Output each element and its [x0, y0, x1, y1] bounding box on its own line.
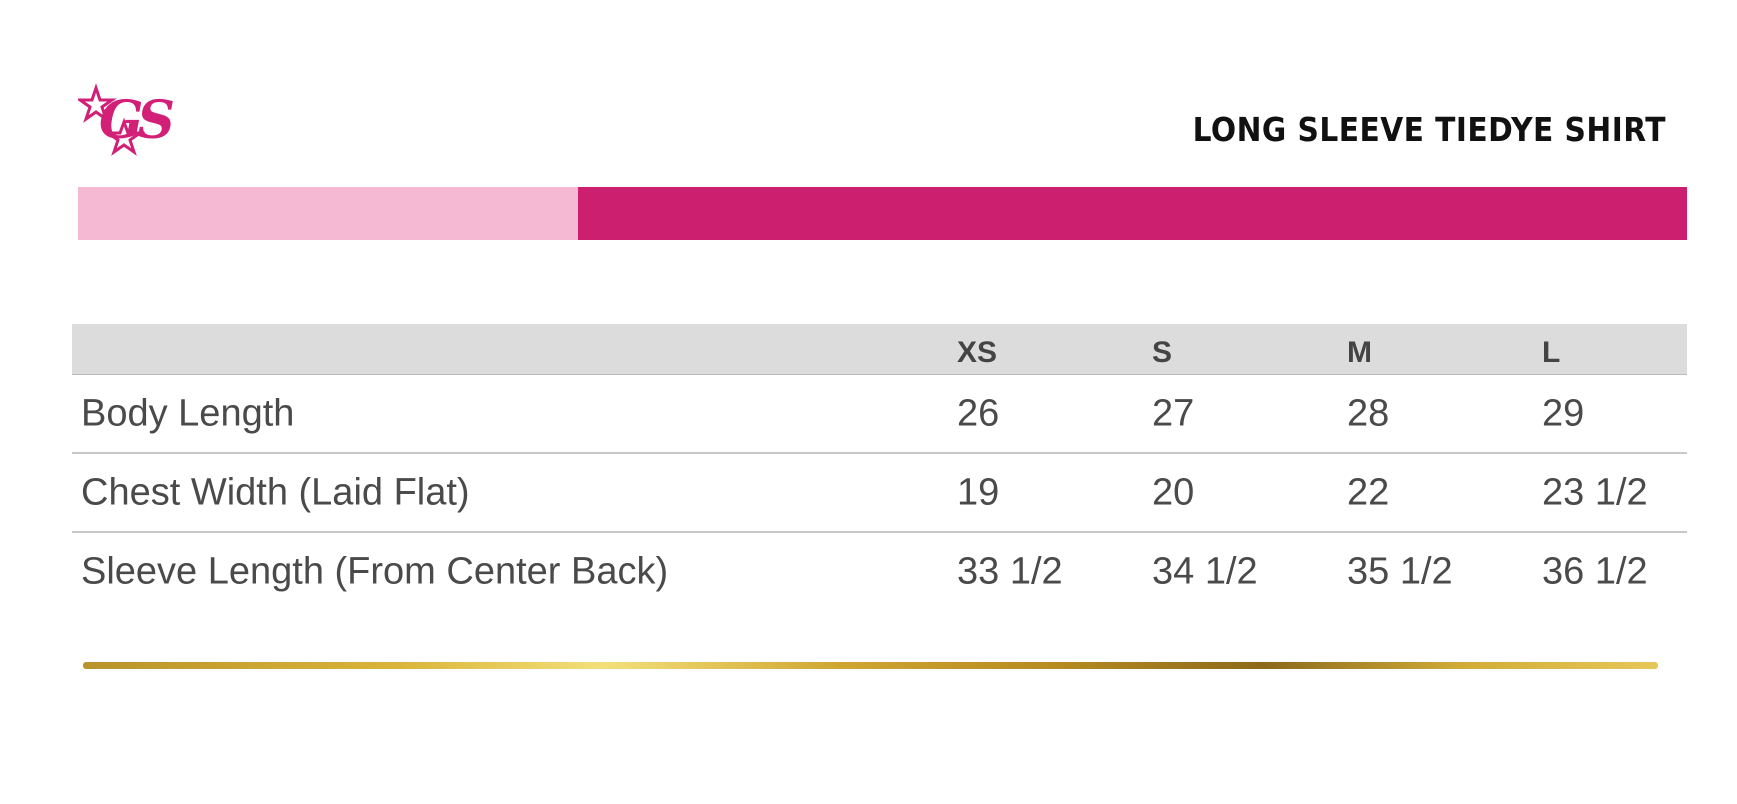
table-row: Chest Width (Laid Flat) 19 20 22 23 1/2 — [72, 454, 1687, 533]
column-header: XS — [957, 336, 998, 369]
size-value: 28 — [1347, 392, 1390, 434]
size-value: 36 1/2 — [1542, 550, 1648, 592]
column-header: L — [1542, 336, 1561, 369]
logo-text: GS — [99, 90, 173, 151]
size-value: 29 — [1542, 392, 1585, 434]
size-value: 23 1/2 — [1542, 471, 1648, 513]
logo-star — [78, 83, 117, 123]
logo-star — [103, 117, 145, 156]
title: LONG SLEEVE TIEDYE SHIRT — [1192, 110, 1666, 149]
size-value: 26 — [957, 392, 1000, 434]
table-row: Sleeve Length (From Center Back) 33 1/2 34… — [72, 533, 1687, 610]
row-label: Sleeve Length (From Center Back) — [81, 550, 669, 592]
size-value: 20 — [1152, 471, 1195, 513]
size-table: XS S M L Body Length 26 27 28 29 Chest Width (Lai… — [72, 324, 1687, 610]
size-value: 34 1/2 — [1152, 550, 1258, 592]
header-row: XS S M L — [72, 324, 1687, 375]
row-label: Chest Width (Laid Flat) — [81, 471, 470, 513]
table-row: Body Length 26 27 28 29 — [72, 375, 1687, 454]
divider — [83, 662, 1658, 669]
column-header: M — [1347, 336, 1372, 369]
size-value: 35 1/2 — [1347, 550, 1453, 592]
accent-bar — [78, 187, 578, 240]
size-value: 33 1/2 — [957, 550, 1063, 592]
size-value: 22 — [1347, 471, 1390, 513]
column-header: S — [1152, 336, 1173, 369]
size-value: 19 — [957, 471, 1000, 513]
logo: GS — [78, 83, 179, 156]
size-value: 27 — [1152, 392, 1195, 434]
accent-bar — [578, 187, 1687, 240]
row-label: Body Length — [81, 392, 295, 434]
